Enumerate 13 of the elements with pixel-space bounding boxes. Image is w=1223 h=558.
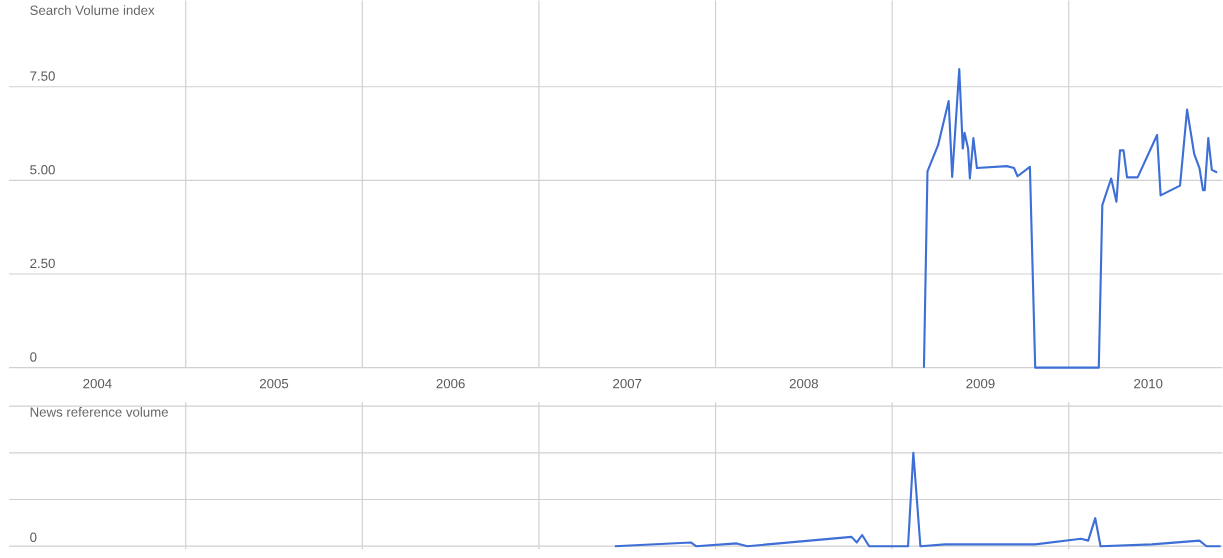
y-tick-label: 5.00 <box>30 164 55 175</box>
x-tick-label: 2007 <box>613 378 642 389</box>
x-tick-label: 2009 <box>966 378 995 389</box>
y-tick-label: 2.50 <box>30 258 55 268</box>
y-tick-label: 0 <box>30 352 37 362</box>
x-tick-label: 2008 <box>789 378 818 389</box>
chart-title: Search Volume index <box>30 5 155 15</box>
y-tick-label: 7.50 <box>30 71 55 81</box>
x-tick-label: 2006 <box>436 378 465 389</box>
chart-title: News reference volume <box>30 406 168 417</box>
x-tick-label: 2010 <box>1134 378 1163 389</box>
x-tick-label: 2005 <box>259 378 289 389</box>
x-tick-label: 2004 <box>83 378 112 389</box>
